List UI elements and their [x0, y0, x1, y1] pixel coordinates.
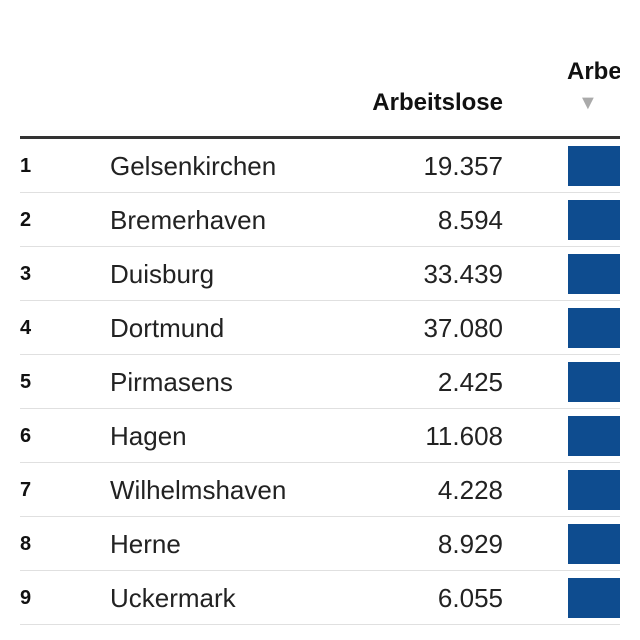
- unemployed-count: 8.594: [437, 205, 503, 235]
- unemployed-count: 2.425: [437, 367, 503, 397]
- rank: 4: [20, 317, 32, 339]
- rank: 1: [20, 155, 32, 177]
- rate-bar: [568, 416, 620, 456]
- unemployed-count: 19.357: [423, 151, 503, 181]
- table-row: 3 Duisburg 33.439: [20, 247, 620, 301]
- unemployed-count: 37.080: [423, 313, 503, 343]
- table-row: 6 Hagen 11.608: [20, 409, 620, 463]
- city-name: Gelsenkirchen: [110, 151, 277, 181]
- city-name: Uckermark: [110, 583, 236, 613]
- table-row: 4 Dortmund 37.080: [20, 301, 620, 355]
- table-row: 8 Herne 8.929: [20, 517, 620, 571]
- rank: 5: [20, 371, 32, 393]
- rank: 6: [20, 425, 32, 447]
- rank: 9: [20, 587, 32, 609]
- unemployed-count: 4.228: [437, 475, 503, 505]
- city-name: Herne: [110, 529, 181, 559]
- table-row: 7 Wilhelmshaven 4.228: [20, 463, 620, 517]
- city-name: Dortmund: [110, 313, 225, 343]
- column-header[interactable]: Arbeitslose: [372, 89, 503, 116]
- rate-bar: [568, 254, 620, 294]
- table-row: 1 Gelsenkirchen 19.357: [20, 139, 620, 193]
- rate-bar: [568, 362, 620, 402]
- sort-arrow[interactable]: ▼: [578, 92, 598, 114]
- unemployed-count: 11.608: [425, 421, 503, 451]
- city-name: Pirmasens: [110, 367, 233, 397]
- rate-bar: [568, 308, 620, 348]
- table-row: 2 Bremerhaven 8.594: [20, 193, 620, 247]
- rank: 7: [20, 479, 32, 501]
- rank: 8: [20, 533, 32, 555]
- rate-bar: [568, 200, 620, 240]
- unemployed-count: 8.929: [437, 529, 503, 559]
- city-name: Wilhelmshaven: [110, 475, 287, 505]
- city-name: Duisburg: [110, 259, 215, 289]
- table-row: 9 Uckermark 6.055: [20, 571, 620, 625]
- rate-bar: [568, 146, 620, 186]
- unemployed-count: 33.439: [423, 259, 503, 289]
- column-header[interactable]: Arbe: [567, 58, 620, 85]
- city-name: Hagen: [110, 421, 187, 451]
- rank: 2: [20, 209, 32, 231]
- city-name: Bremerhaven: [110, 205, 267, 235]
- rate-bar: [568, 524, 620, 564]
- header-rule: [20, 136, 620, 139]
- unemployed-count: 6.055: [437, 583, 503, 613]
- table-row: 5 Pirmasens 2.425: [20, 355, 620, 409]
- rank: 3: [20, 263, 32, 285]
- table: Arbe ▼ Arbeitslose 1 Gelsenkirchen 19.357 2…: [20, 58, 620, 625]
- rate-bar: [568, 470, 620, 510]
- rate-bar: [568, 578, 620, 618]
